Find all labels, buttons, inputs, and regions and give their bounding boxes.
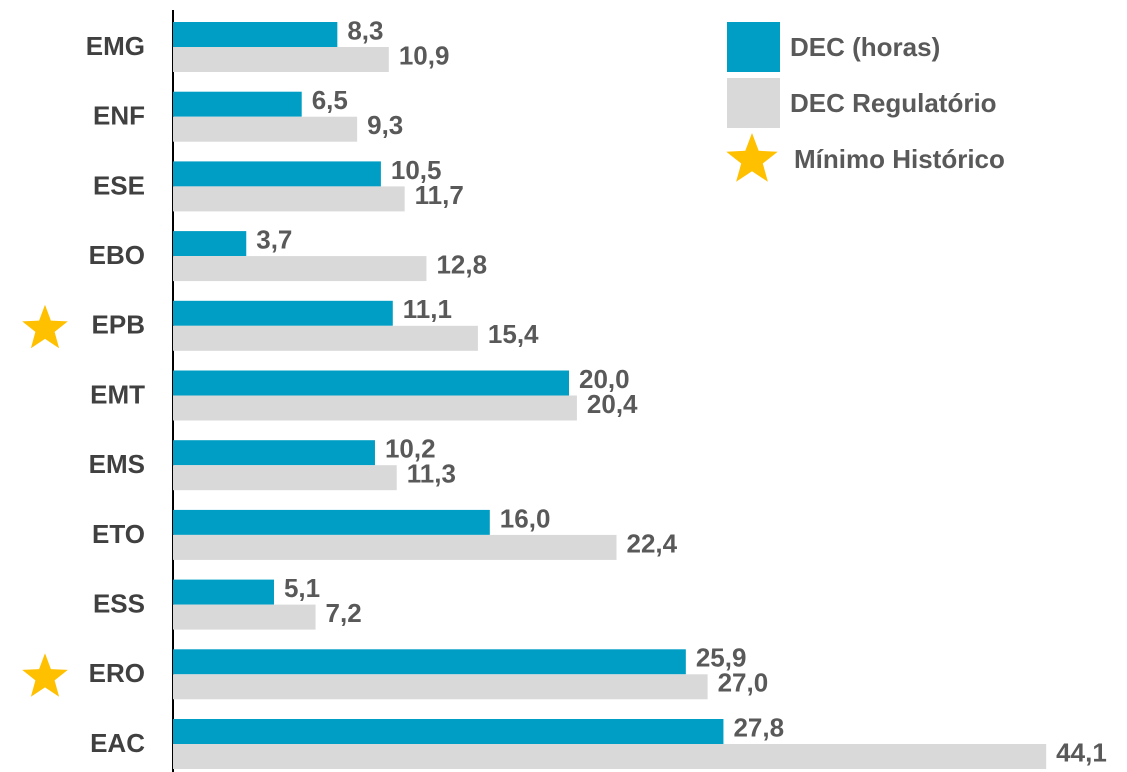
legend-label: Mínimo Histórico xyxy=(794,144,1005,174)
bar xyxy=(173,604,316,630)
value-label: 44,1 xyxy=(1056,737,1107,767)
marker-star xyxy=(22,304,68,349)
y-tick-label: EMS xyxy=(89,449,145,479)
y-tick-label: ESS xyxy=(93,588,145,618)
legend-swatch xyxy=(727,78,780,128)
value-label: 10,2 xyxy=(385,434,436,464)
legend-star xyxy=(726,133,778,182)
value-label: 11,7 xyxy=(415,180,464,210)
value-label: 3,7 xyxy=(256,224,292,254)
y-tick-label: EMT xyxy=(90,379,145,409)
value-label: 20,0 xyxy=(579,364,630,394)
legend-swatch xyxy=(727,22,780,72)
bar xyxy=(173,91,302,117)
value-label: 6,5 xyxy=(312,85,348,115)
y-tick-label: ERO xyxy=(89,658,145,688)
value-label: 10,9 xyxy=(399,40,450,70)
value-label: 15,4 xyxy=(488,319,539,349)
bar xyxy=(173,719,724,744)
y-tick-label: ETO xyxy=(92,519,145,549)
value-label: 20,4 xyxy=(587,389,638,419)
value-label: 10,5 xyxy=(391,155,442,185)
bar xyxy=(173,674,708,700)
bar xyxy=(173,744,1047,769)
bar xyxy=(173,47,389,72)
bar xyxy=(173,395,577,421)
bar xyxy=(173,22,338,47)
bar xyxy=(173,579,274,605)
bar xyxy=(173,116,358,142)
value-label: 16,0 xyxy=(500,503,551,533)
bar xyxy=(173,186,405,212)
bar xyxy=(173,370,569,396)
bar xyxy=(173,534,617,560)
bar xyxy=(173,325,478,351)
value-label: 27,0 xyxy=(718,668,769,698)
bar xyxy=(173,300,393,326)
y-tick-label: EMG xyxy=(86,31,145,61)
y-tick-label: EBO xyxy=(89,240,145,270)
legend-label: DEC Regulatório xyxy=(790,88,997,118)
y-tick-label: ESE xyxy=(93,170,145,200)
bar xyxy=(173,509,490,535)
y-tick-label: EPB xyxy=(92,310,145,340)
bar xyxy=(173,649,686,675)
bar xyxy=(173,465,397,491)
y-tick-label: EAC xyxy=(90,728,145,758)
bar xyxy=(173,440,375,466)
marker-star xyxy=(22,653,68,697)
value-label: 11,3 xyxy=(407,459,456,489)
value-label: 5,1 xyxy=(284,573,320,603)
value-label: 25,9 xyxy=(696,643,747,673)
bar xyxy=(173,231,247,257)
bar xyxy=(173,161,381,187)
value-label: 12,8 xyxy=(436,249,487,279)
value-label: 27,8 xyxy=(733,712,784,742)
bar xyxy=(173,256,427,282)
value-label: 22,4 xyxy=(627,528,678,558)
legend-label: DEC (horas) xyxy=(790,32,940,62)
value-label: 9,3 xyxy=(367,110,403,140)
value-label: 11,1 xyxy=(403,294,452,324)
y-tick-label: ENF xyxy=(93,101,145,131)
value-label: 7,2 xyxy=(326,598,362,628)
value-label: 8,3 xyxy=(347,15,383,45)
